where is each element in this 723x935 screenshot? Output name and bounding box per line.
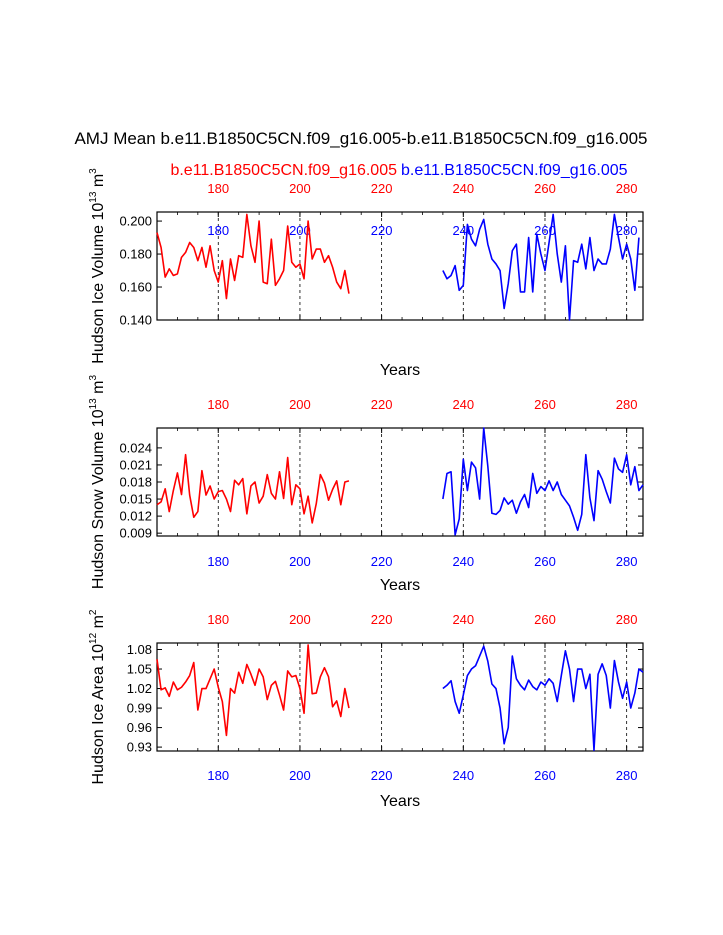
x-tick-label-top: 260 <box>534 612 556 627</box>
y-axis-title: Hudson Ice Area 1012 m2 <box>88 609 107 784</box>
x-tick-label-top: 260 <box>534 397 556 412</box>
x-tick-label-top: 220 <box>371 612 393 627</box>
y-tick-label: 1.05 <box>127 662 152 677</box>
x-tick-label-bottom: 200 <box>289 223 311 238</box>
x-tick-label-top: 260 <box>534 181 556 196</box>
plot-frame <box>156 427 644 537</box>
panel-2: 180 180 200 200 220 220 240 240 260 260 280 280 0.00… <box>88 374 644 594</box>
x-tick-label-top: 240 <box>452 397 474 412</box>
panel-3: 180 180 200 200 220 220 240 240 260 260 280 280 0.93… <box>88 609 644 810</box>
x-tick-label-bottom: 240 <box>452 554 474 569</box>
legend-case2: b.e11.B1850C5CN.f09_g16.005 <box>401 162 628 179</box>
x-tick-label-bottom: 180 <box>207 768 229 783</box>
x-tick-label-bottom: 280 <box>616 223 638 238</box>
x-tick-label-bottom: 180 <box>207 223 229 238</box>
y-tick-label: 1.02 <box>127 681 152 696</box>
legend-case1: b.e11.B1850C5CN.f09_g16.005 <box>170 162 397 179</box>
x-tick-label-top: 200 <box>289 181 311 196</box>
x-tick-label-top: 220 <box>371 181 393 196</box>
x-tick-label-bottom: 260 <box>534 554 556 569</box>
y-axis-title: Hudson Snow Volume 1013 m3 <box>88 374 107 589</box>
y-tick-label: 0.93 <box>127 740 152 755</box>
x-tick-label-bottom: 280 <box>616 768 638 783</box>
y-tick-label: 0.015 <box>119 492 152 507</box>
x-tick-label-top: 280 <box>616 612 638 627</box>
panels: 180 180 200 200 220 220 240 240 260 260 280 280 0.14… <box>88 168 644 810</box>
y-axis-title: Hudson Ice Volume 1013 m3 <box>88 168 107 364</box>
x-tick-label-top: 240 <box>452 612 474 627</box>
y-tick-label: 0.024 <box>119 440 152 455</box>
x-tick-label-top: 180 <box>207 612 229 627</box>
x-axis-title: Years <box>380 577 420 594</box>
plot-frame <box>156 642 644 752</box>
y-tick-label: 0.140 <box>119 313 152 328</box>
y-tick-label: 1.08 <box>127 642 152 657</box>
series-line-case1 <box>156 453 350 524</box>
y-tick-label: 0.96 <box>127 720 152 735</box>
x-axis-title: Years <box>380 362 420 379</box>
x-tick-label-bottom: 280 <box>616 554 638 569</box>
y-tick-label: 0.180 <box>119 247 152 262</box>
x-tick-label-top: 280 <box>616 181 638 196</box>
y-tick-label: 0.99 <box>127 701 152 716</box>
x-tick-label-top: 200 <box>289 612 311 627</box>
x-axis-title: Years <box>380 793 420 810</box>
y-tick-label: 0.009 <box>119 526 152 541</box>
x-tick-label-top: 180 <box>207 181 229 196</box>
x-tick-label-bottom: 240 <box>452 768 474 783</box>
x-tick-label-bottom: 200 <box>289 768 311 783</box>
x-tick-label-top: 280 <box>616 397 638 412</box>
x-tick-label-bottom: 200 <box>289 554 311 569</box>
series-line-case2 <box>442 427 644 536</box>
x-tick-label-bottom: 220 <box>371 223 393 238</box>
y-tick-label: 0.021 <box>119 457 152 472</box>
series-line-case1 <box>156 213 350 300</box>
y-tick-label: 0.018 <box>119 475 152 490</box>
x-tick-label-bottom: 220 <box>371 554 393 569</box>
series-line-case1 <box>156 644 350 737</box>
y-tick-label: 0.160 <box>119 280 152 295</box>
x-tick-label-bottom: 260 <box>534 768 556 783</box>
x-tick-label-top: 180 <box>207 397 229 412</box>
y-tick-label: 0.200 <box>119 214 152 229</box>
x-tick-label-top: 240 <box>452 181 474 196</box>
plot-frame <box>156 211 644 321</box>
panel-1: 1801802002002202202402402602602802800.14… <box>88 168 644 379</box>
y-tick-label: 0.012 <box>119 509 152 524</box>
x-tick-label-top: 220 <box>371 397 393 412</box>
series-line-case2 <box>442 645 644 752</box>
x-tick-label-bottom: 180 <box>207 554 229 569</box>
x-tick-label-top: 200 <box>289 397 311 412</box>
x-tick-label-bottom: 220 <box>371 768 393 783</box>
chart-title: AMJ Mean b.e11.B1850C5CN.f09_g16.005-b.e… <box>74 129 647 148</box>
